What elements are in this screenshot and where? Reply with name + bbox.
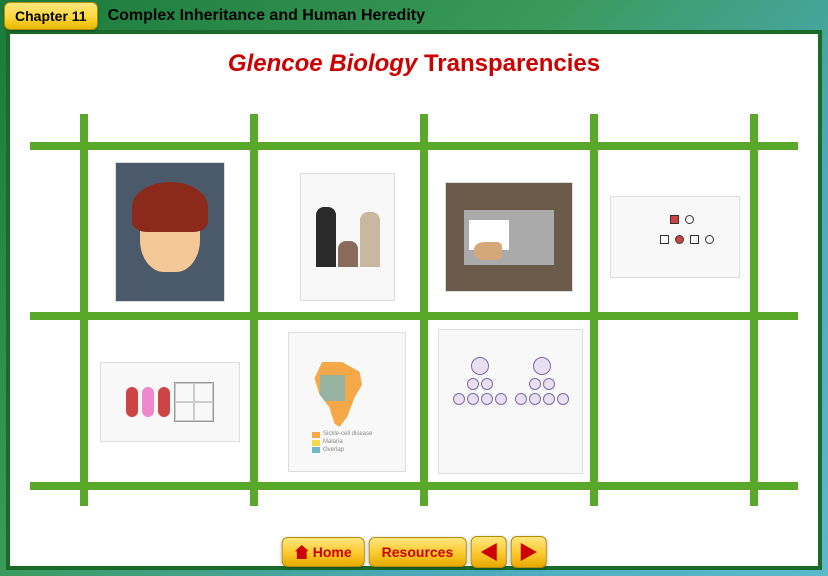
chapter-tab: Chapter 11 [4, 2, 98, 30]
family-icon [316, 207, 380, 267]
title-italic: Glencoe Biology [228, 50, 417, 77]
face-icon [140, 192, 200, 272]
resources-button[interactable]: Resources [369, 537, 467, 567]
title-plain: Transparencies [417, 50, 600, 77]
home-button[interactable]: Home [282, 537, 365, 567]
map-legend: Sickle-cell disease Malaria Overlap [312, 431, 382, 454]
arrow-right-icon [520, 543, 536, 561]
printer-icon [464, 210, 554, 265]
slide-frame: Glencoe Biology Transparencies [6, 30, 822, 570]
grid-vline [590, 114, 598, 506]
transparency-grid: Sickle-cell disease Malaria Overlap [10, 104, 818, 516]
thumb-printer-hands[interactable] [445, 182, 573, 292]
home-icon [295, 545, 309, 559]
thumb-meiosis-nondisjunction[interactable] [438, 329, 583, 474]
slide-title: Glencoe Biology Transparencies [10, 50, 818, 78]
grid-vline [420, 114, 428, 506]
resources-label: Resources [382, 544, 454, 560]
arrow-left-icon [480, 543, 496, 561]
thumb-punnett-plants[interactable] [100, 362, 240, 442]
grid-hline [30, 142, 798, 150]
grid-hline [30, 312, 798, 320]
grid-vline [750, 114, 758, 506]
pedigree-icon [620, 210, 730, 265]
chapter-title: Complex Inheritance and Human Heredity [108, 7, 425, 25]
meiosis-icon [446, 357, 576, 447]
punnett-icon [126, 382, 214, 422]
grid-hline [30, 482, 798, 490]
thumb-family-photo[interactable] [300, 173, 395, 301]
bottom-nav: Home Resources [282, 536, 547, 568]
africa-icon: Sickle-cell disease Malaria Overlap [312, 362, 382, 442]
header-bar: Chapter 11 Complex Inheritance and Human… [0, 0, 828, 32]
prev-button[interactable] [470, 536, 506, 568]
grid-vline [250, 114, 258, 506]
next-button[interactable] [510, 536, 546, 568]
thumb-pedigree-diagram[interactable] [610, 196, 740, 278]
home-label: Home [313, 544, 352, 560]
grid-vline [80, 114, 88, 506]
thumb-portrait-woman[interactable] [115, 162, 225, 302]
thumb-africa-map[interactable]: Sickle-cell disease Malaria Overlap [288, 332, 406, 472]
